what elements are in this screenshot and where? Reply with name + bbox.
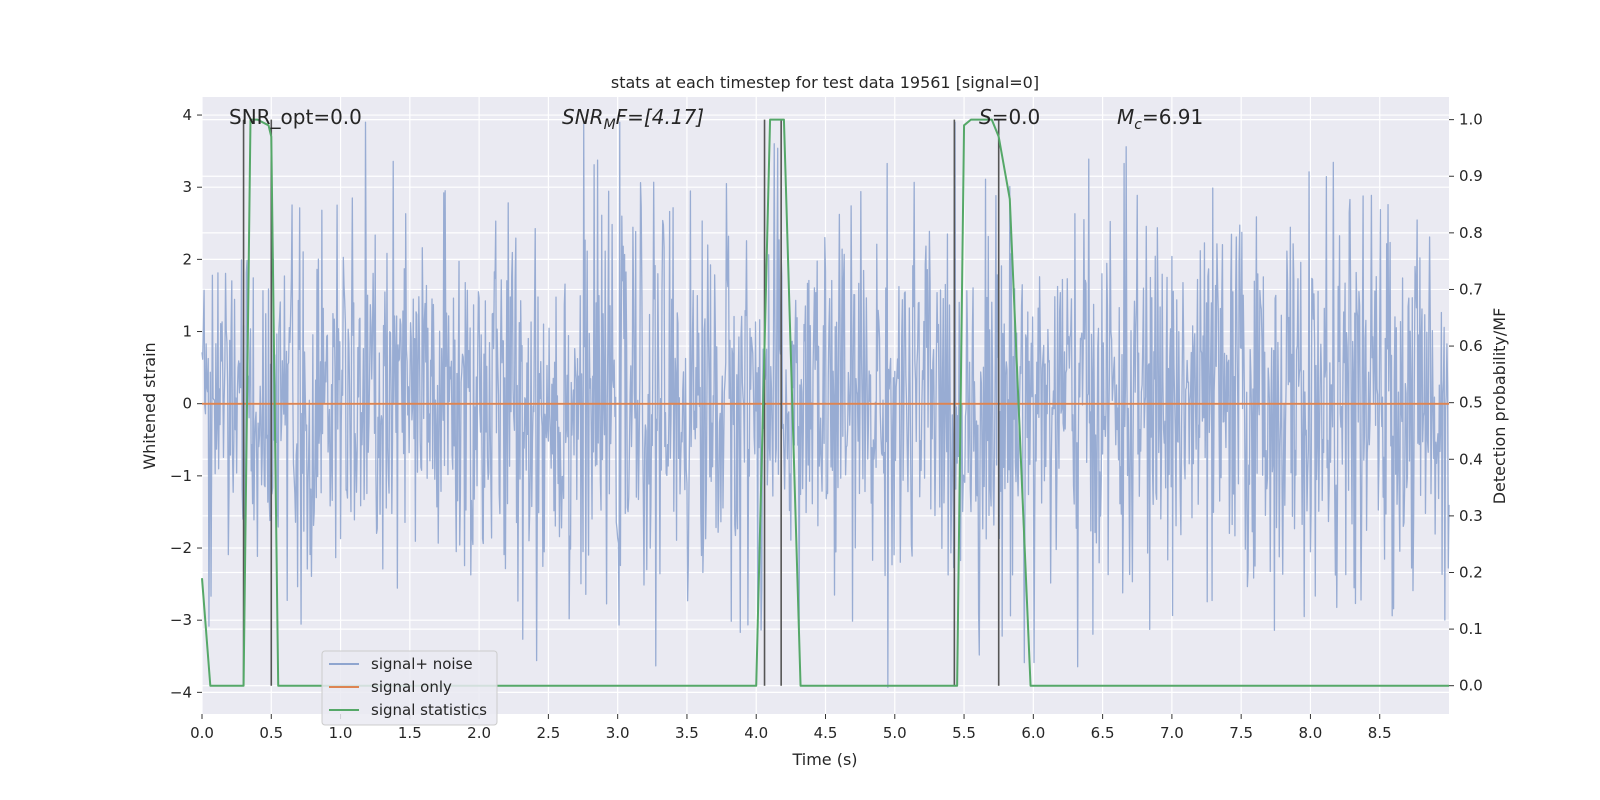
annotation-snr-mf-base: SNR — [562, 105, 604, 129]
y-right-tick-label-6: 0.4 — [1459, 450, 1483, 468]
x-tick-label-5: 2.5 — [536, 724, 560, 742]
legend-box — [321, 650, 498, 726]
x-tick-label-0: 0.0 — [190, 724, 214, 742]
y-right-tick-label-2: 0.8 — [1459, 224, 1483, 242]
x-ticks: 0.0 0.5 1.0 1.5 2.0 2.5 3.0 3.5 4.0 4.5 5.0 5.5 6.0 6… — [190, 714, 1392, 742]
annotation-mc-sub: c — [1134, 117, 1142, 133]
y-right-tick-label-4: 0.6 — [1459, 337, 1483, 355]
y-right-tick-label-7: 0.3 — [1459, 507, 1483, 525]
y-left-tick-label-3: 1 — [182, 323, 192, 341]
series-signal-statistics — [201, 118, 1449, 687]
y-left-tick-label-5: −1 — [170, 467, 192, 485]
x-tick-label-8: 4.0 — [744, 724, 768, 742]
x-tick-label-12: 6.0 — [1021, 724, 1045, 742]
plot-layer — [201, 118, 1450, 688]
y-ticks-left: 4 3 2 1 0 −1 −2 −3 −4 — [170, 106, 202, 701]
y-right-tick-label-5: 0.5 — [1459, 394, 1483, 412]
x-tick-label-14: 7.0 — [1160, 724, 1184, 742]
x-tick-label-15: 7.5 — [1229, 724, 1253, 742]
annotation-snr-mf-sub: M — [604, 117, 616, 133]
x-tick-label-13: 6.5 — [1091, 724, 1115, 742]
x-tick-label-10: 5.0 — [883, 724, 907, 742]
y-left-tick-label-4: 0 — [182, 395, 192, 413]
annotation-s: S=0.0 — [979, 105, 1040, 129]
legend-label-1: signal only — [371, 678, 452, 696]
y-axis-label-left: Whitened strain — [140, 342, 159, 469]
x-tick-label-3: 1.5 — [398, 724, 422, 742]
y-left-tick-label-7: −3 — [170, 611, 192, 629]
y-axis-label-right: Detection probability/MF — [1490, 308, 1509, 505]
x-tick-label-7: 3.5 — [675, 724, 699, 742]
y-right-tick-label-1: 0.9 — [1459, 167, 1483, 185]
x-axis-label: Time (s) — [791, 750, 857, 769]
y-left-tick-label-8: −4 — [170, 683, 192, 701]
y-right-tick-label-8: 0.2 — [1459, 563, 1483, 581]
legend-label-0: signal+ noise — [371, 655, 473, 673]
annotation-snr-mf-rest: F=[4.17] — [616, 105, 704, 129]
annotation-s-var: S — [979, 105, 992, 129]
annotation-snr-mf: SNRMF=[4.17] — [562, 105, 704, 133]
annotation-mc-rest: =6.91 — [1142, 105, 1203, 129]
x-tick-label-4: 2.0 — [467, 724, 491, 742]
x-tick-label-6: 3.0 — [606, 724, 630, 742]
x-tick-label-16: 8.0 — [1299, 724, 1323, 742]
x-tick-label-11: 5.5 — [952, 724, 976, 742]
x-tick-label-1: 0.5 — [259, 724, 283, 742]
y-right-tick-label-10: 0.0 — [1459, 677, 1483, 695]
legend: signal+ noise signal only signal statist… — [321, 650, 498, 726]
annotation-s-rest: =0.0 — [992, 105, 1041, 129]
annotation-snr-opt: SNR_opt=0.0 — [229, 105, 362, 129]
annotation-mc: Mc=6.91 — [1117, 105, 1203, 133]
y-left-tick-label-1: 3 — [182, 178, 192, 196]
annotation-mc-var: M — [1117, 105, 1134, 129]
chart-title: stats at each timestep for test data 195… — [611, 73, 1039, 92]
y-left-tick-label-2: 2 — [182, 250, 192, 268]
x-tick-label-17: 8.5 — [1368, 724, 1392, 742]
y-right-tick-label-0: 1.0 — [1459, 111, 1483, 129]
x-tick-label-9: 4.5 — [814, 724, 838, 742]
y-left-tick-label-0: 4 — [182, 106, 192, 124]
x-tick-label-2: 1.0 — [329, 724, 353, 742]
y-left-tick-label-6: −2 — [170, 539, 192, 557]
y-ticks-right: 1.0 0.9 0.8 0.7 0.6 0.5 0.4 0.3 0.2 0.1 0.0 — [1449, 111, 1483, 695]
y-right-tick-label-3: 0.7 — [1459, 280, 1483, 298]
legend-label-2: signal statistics — [371, 701, 487, 719]
y-right-tick-label-9: 0.1 — [1459, 620, 1483, 638]
series-signal-noise — [201, 121, 1450, 688]
